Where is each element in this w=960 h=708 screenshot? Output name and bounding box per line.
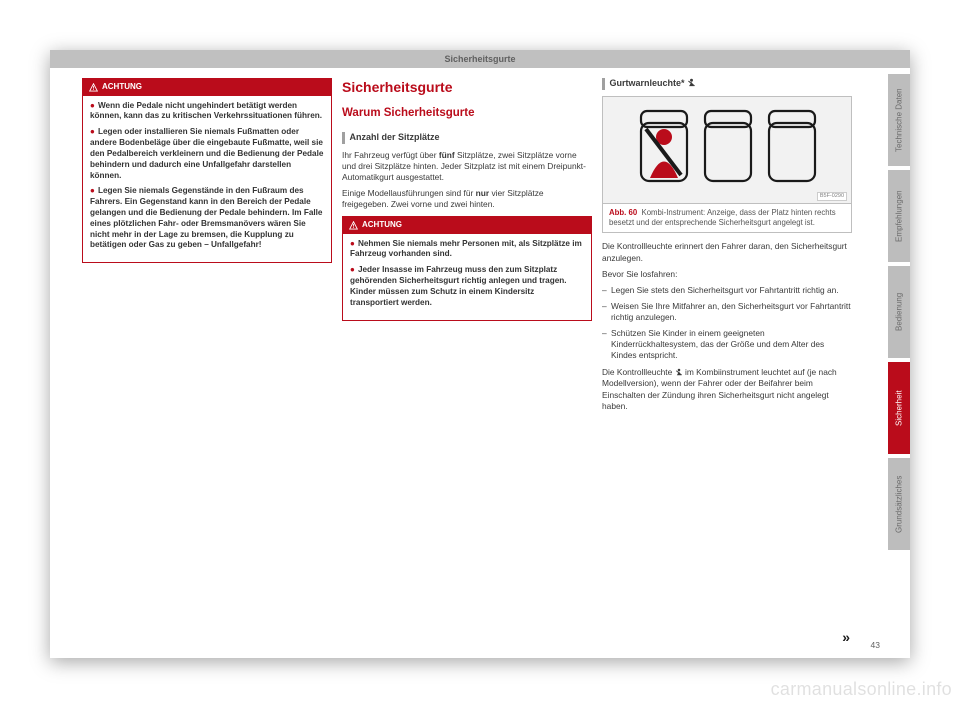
warning-item: ●Nehmen Sie niemals mehr Personen mit, a… [350, 239, 584, 261]
figure-caption: Abb. 60 Kombi-Instrument: Anzeige, dass … [602, 204, 852, 233]
list-item: Weisen Sie Ihre Mitfahrer an, den Sicher… [602, 301, 852, 323]
bullet-icon: ● [350, 265, 355, 274]
warning-text: Legen oder installieren Sie niemals Fußm… [90, 127, 323, 179]
body-paragraph: Die Kontrollleuchte im Kombiinstrument l… [602, 367, 852, 411]
list-item: Legen Sie stets den Sicherheitsgurt vor … [602, 285, 852, 296]
seat-diagram-icon [627, 105, 827, 195]
tab-technische-daten[interactable]: Technische Daten [888, 74, 910, 166]
bullet-icon: ● [90, 101, 95, 110]
continue-icon: » [842, 628, 850, 646]
warning-body: ●Nehmen Sie niemals mehr Personen mit, a… [343, 234, 591, 320]
watermark: carmanualsonline.info [771, 679, 952, 700]
body-paragraph: Einige Modellausführungen sind für nur v… [342, 188, 592, 210]
figure-code: B5F-0290 [817, 192, 847, 201]
tab-grundsaetzliches[interactable]: Grundsätzliches [888, 458, 910, 550]
warning-body: ●Wenn die Pedale nicht ungehindert betät… [83, 96, 331, 263]
text: Ihr Fahrzeug verfügt über [342, 150, 439, 160]
warning-text: Legen Sie niemals Gegenstände in den Fuß… [90, 186, 322, 249]
warning-heading: ACHTUNG [343, 217, 591, 234]
text: Die Kontrollleuchte [602, 367, 675, 377]
body-paragraph: Ihr Fahrzeug verfügt über fünf Sitzplätz… [342, 150, 592, 183]
warning-box: ACHTUNG ●Nehmen Sie niemals mehr Persone… [342, 216, 592, 321]
seatbelt-inline-icon [675, 368, 683, 376]
bullet-icon: ● [90, 127, 95, 136]
tab-empfehlungen[interactable]: Empfehlungen [888, 170, 910, 262]
text: Gurtwarnleuchte* [610, 78, 688, 88]
warning-text: Wenn die Pedale nicht ungehindert betäti… [90, 101, 322, 121]
warning-triangle-icon [89, 83, 98, 92]
bold-text: nur [476, 188, 490, 198]
warning-label: ACHTUNG [362, 220, 402, 231]
caption-text: Kombi-Instrument: Anzeige, dass der Plat… [609, 208, 836, 227]
heading-bar-icon [342, 132, 345, 144]
section-heading: Gurtwarnleuchte* [602, 78, 852, 90]
warning-triangle-icon [349, 221, 358, 230]
warning-item: ●Legen oder installieren Sie niemals Fuß… [90, 127, 324, 181]
section-heading: Anzahl der Sitzplätze [342, 132, 592, 144]
side-tab-bar: Technische Daten Empfehlungen Bedienung … [888, 74, 910, 658]
seatbelt-inline-icon [687, 78, 696, 87]
chapter-header: Sicherheitsgurte [50, 50, 910, 68]
sub-heading: Warum Sicherheitsgurte [342, 106, 592, 121]
bullet-icon: ● [350, 239, 355, 248]
warning-box: ACHTUNG ●Wenn die Pedale nicht ungehinde… [82, 78, 332, 263]
heading-bar-icon [602, 78, 605, 90]
figure-number: Abb. 60 [609, 208, 637, 217]
page-number: 43 [871, 640, 880, 650]
warning-item: ●Wenn die Pedale nicht ungehindert betät… [90, 101, 324, 123]
warning-text: Jeder Insasse im Fahrzeug muss den zum S… [350, 265, 567, 306]
main-heading: Sicherheitsgurte [342, 78, 592, 96]
bullet-icon: ● [90, 186, 95, 195]
section-title: Anzahl der Sitzplätze [350, 132, 440, 144]
tab-sicherheit[interactable]: Sicherheit [888, 362, 910, 454]
column-1: ACHTUNG ●Wenn die Pedale nicht ungehinde… [82, 78, 332, 646]
warning-text: Nehmen Sie niemals mehr Personen mit, al… [350, 239, 582, 259]
tab-bedienung[interactable]: Bedienung [888, 266, 910, 358]
body-paragraph: Bevor Sie losfahren: [602, 269, 852, 280]
body-paragraph: Die Kontrollleuchte erinnert den Fahrer … [602, 241, 852, 263]
content-columns: ACHTUNG ●Wenn die Pedale nicht ungehinde… [82, 78, 852, 646]
text: Einige Modellausführungen sind für [342, 188, 476, 198]
figure-illustration: B5F-0290 [602, 96, 852, 204]
bold-text: fünf [439, 150, 455, 160]
warning-heading: ACHTUNG [83, 79, 331, 96]
warning-label: ACHTUNG [102, 82, 142, 93]
manual-page: Sicherheitsgurte ACHTUNG ●Wenn die Pedal… [50, 50, 910, 658]
section-title: Gurtwarnleuchte* [610, 78, 697, 90]
list-item: Schützen Sie Kinder in einem geeigneten … [602, 328, 852, 361]
column-3: Gurtwarnleuchte* [602, 78, 852, 646]
warning-item: ●Jeder Insasse im Fahrzeug muss den zum … [350, 265, 584, 308]
column-2: Sicherheitsgurte Warum Sicherheitsgurte … [342, 78, 592, 646]
warning-item: ●Legen Sie niemals Gegenstände in den Fu… [90, 186, 324, 251]
